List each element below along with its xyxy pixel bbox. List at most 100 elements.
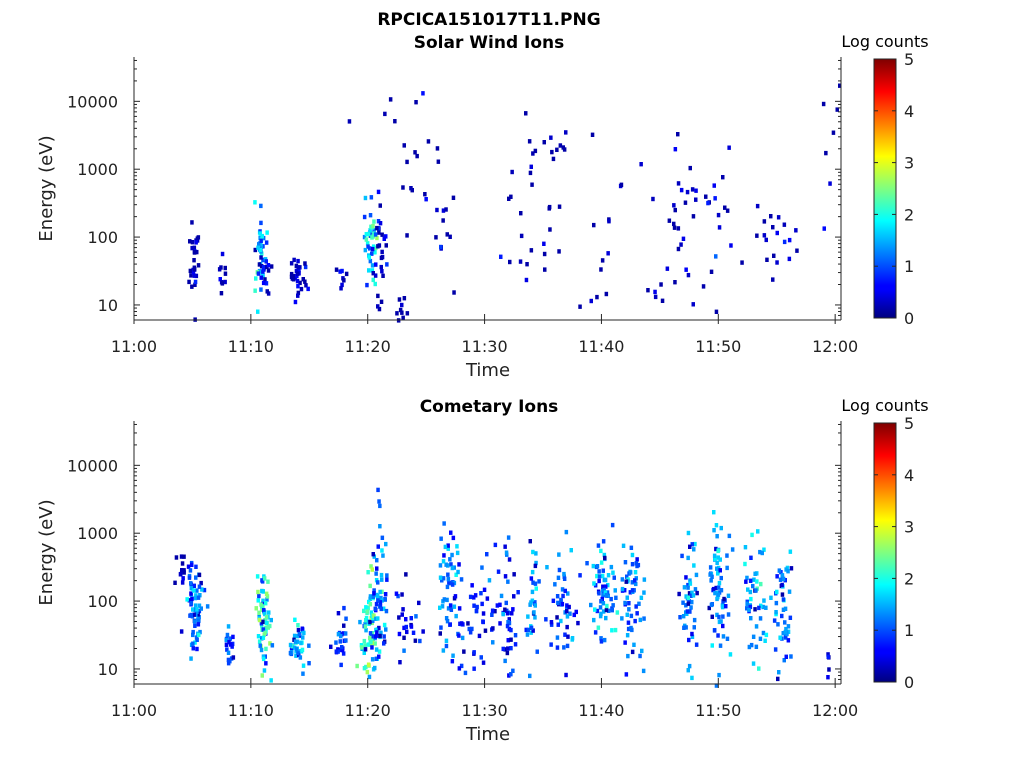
heatmap-cell	[782, 239, 787, 245]
heatmap-cell	[689, 593, 693, 598]
heatmap-cell	[562, 571, 566, 577]
heatmap-cell	[257, 262, 262, 267]
heatmap-cell	[758, 636, 763, 641]
heatmap-cell	[516, 590, 520, 595]
heatmap-cell	[672, 203, 676, 208]
heatmap-cell	[265, 289, 269, 294]
heatmap-cell	[786, 569, 790, 574]
heatmap-cell	[781, 631, 785, 636]
heatmap-cell	[778, 577, 783, 582]
heatmap-cell	[754, 644, 759, 649]
heatmap-cell	[344, 616, 348, 621]
heatmap-cell	[459, 663, 464, 669]
heatmap-cell	[708, 572, 712, 577]
heatmap-cell	[378, 524, 382, 529]
heatmap-cell	[296, 284, 300, 289]
heatmap-cell	[371, 594, 375, 599]
heatmap-cell	[401, 315, 405, 320]
heatmap-cell	[363, 624, 368, 629]
heatmap-cell	[455, 550, 460, 556]
heatmap-cell	[553, 582, 557, 587]
heatmap-cell	[373, 273, 378, 278]
heatmap-cell	[626, 626, 631, 632]
heatmap-cell	[727, 533, 732, 539]
heatmap-cell	[338, 269, 342, 274]
heatmap-cell	[764, 237, 768, 243]
heatmap-cell	[404, 617, 408, 622]
heatmap-cell	[557, 204, 562, 209]
heatmap-cell	[393, 119, 397, 124]
heatmap-cell	[615, 610, 620, 615]
heatmap-cell	[687, 637, 691, 643]
heatmap-cell	[630, 588, 635, 593]
heatmap-cell	[300, 626, 305, 631]
heatmap-cell	[470, 626, 474, 632]
heatmap-cell	[559, 618, 563, 624]
panel-title: Solar Wind Ions	[414, 33, 565, 53]
heatmap-cell	[530, 589, 535, 595]
heatmap-cell	[196, 622, 201, 627]
heatmap-cell	[507, 620, 512, 626]
heatmap-cell	[254, 276, 258, 281]
heatmap-cell	[264, 620, 269, 625]
heatmap-cell	[634, 581, 638, 587]
heatmap-cell	[605, 603, 609, 609]
heatmap-cell	[339, 286, 343, 291]
heatmap-cell	[472, 603, 476, 608]
heatmap-cell	[630, 552, 635, 558]
heatmap-cell	[445, 232, 449, 237]
heatmap-cell	[448, 603, 453, 608]
heatmap-cell	[378, 600, 383, 605]
heatmap-cell	[194, 240, 198, 245]
x-axis-label: Time	[465, 724, 510, 745]
heatmap-cell	[688, 609, 692, 614]
heatmap-cell	[636, 562, 641, 568]
heatmap-cell	[506, 638, 510, 643]
heatmap-cell	[787, 589, 792, 594]
heatmap-cell	[194, 593, 198, 598]
heatmap-cell	[633, 570, 638, 575]
heatmap-cell	[445, 597, 449, 603]
heatmap-cell	[695, 590, 699, 596]
heatmap-cell	[749, 555, 753, 560]
heatmap-cell	[625, 574, 629, 579]
heatmap-cell	[370, 268, 375, 273]
heatmap-cell	[190, 220, 194, 225]
heatmap-cell	[263, 611, 267, 617]
heatmap-cell	[264, 661, 268, 666]
heatmap-cell	[824, 150, 828, 156]
heatmap-cell	[533, 148, 538, 154]
heatmap-cell	[375, 235, 379, 241]
heatmap-cell	[263, 601, 268, 606]
heatmap-cell	[551, 598, 556, 603]
heatmap-cell	[441, 559, 446, 564]
colorbar-tick-label: 1	[904, 257, 914, 276]
heatmap-cell	[444, 638, 449, 643]
heatmap-cell	[613, 588, 617, 593]
heatmap-cell	[604, 592, 609, 598]
heatmap-cell	[782, 222, 787, 227]
heatmap-cell	[788, 615, 793, 620]
heatmap-cell	[366, 244, 370, 249]
heatmap-cell	[295, 278, 300, 284]
heatmap-cell	[543, 267, 547, 272]
heatmap-cell	[189, 273, 193, 278]
heatmap-cell	[384, 608, 389, 614]
heatmap-cell	[560, 587, 565, 592]
heatmap-cell	[686, 582, 690, 588]
heatmap-cell	[435, 146, 440, 151]
heatmap-cell	[296, 627, 301, 633]
heatmap-cell	[259, 255, 263, 260]
heatmap-cell	[692, 617, 697, 623]
heatmap-cell	[294, 653, 298, 658]
heatmap-cell	[603, 590, 608, 595]
x-tick-label: 11:40	[578, 337, 624, 356]
heatmap-cell	[601, 584, 605, 589]
heatmap-cell	[716, 592, 721, 597]
heatmap-cell	[745, 575, 749, 581]
heatmap-cell	[409, 186, 413, 191]
heatmap-cell	[440, 604, 445, 609]
heatmap-cell	[524, 627, 528, 633]
heatmap-cell	[295, 639, 300, 644]
heatmap-cell	[384, 243, 388, 248]
